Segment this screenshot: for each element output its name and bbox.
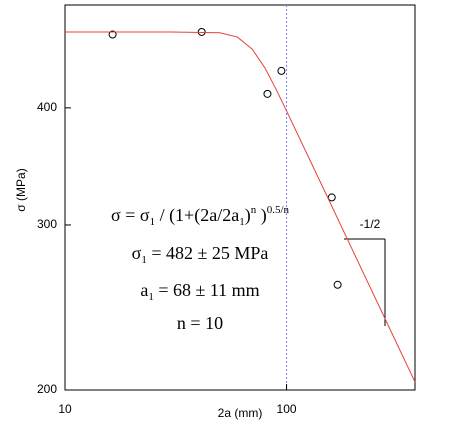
eq-part: / (1+(2a/2a: [155, 205, 239, 226]
eq-part: a: [140, 280, 148, 300]
data-point: [333, 280, 342, 289]
data-point: [277, 66, 286, 75]
equation: σ = σ1 / (1+(2a/2a1)n )0.5/n: [111, 204, 289, 228]
a1-line: a1 = 68 ± 11 mm: [140, 280, 259, 302]
plot-frame: [64, 4, 416, 391]
eq-sub: 1: [148, 291, 154, 303]
slope-label: -1/2: [360, 217, 381, 231]
eq-sub: 1: [239, 216, 245, 228]
fit-line: [65, 31, 416, 383]
eq-part: = 482 ± 25 MPa: [147, 243, 269, 263]
eq-part: = 68 ± 11 mm: [154, 280, 260, 300]
eq-part: σ: [132, 243, 142, 263]
x-tick-label: 10: [58, 402, 72, 416]
data-point: [263, 89, 272, 98]
eq-part: σ = σ: [111, 205, 150, 225]
eq-part: ): [245, 205, 251, 226]
eq-sup: 0.5/n: [267, 204, 290, 216]
x-axis-label: 2a (mm): [218, 406, 263, 420]
y-tick-label: 400: [37, 100, 57, 114]
eq-sub: 1: [150, 216, 156, 228]
data-point: [108, 30, 117, 39]
n-line: n = 10: [177, 313, 223, 333]
eq-sup: n: [251, 204, 257, 216]
y-axis-label: σ (MPa): [14, 168, 28, 211]
eq-part: ): [256, 205, 267, 226]
data-point: [327, 193, 336, 202]
y-tick-label: 200: [37, 382, 57, 396]
y-tick-label: 300: [37, 217, 57, 231]
sigma1-line: σ1 = 482 ± 25 MPa: [132, 243, 269, 265]
x-tick-label: 100: [277, 402, 297, 416]
eq-sub: 1: [141, 254, 147, 266]
